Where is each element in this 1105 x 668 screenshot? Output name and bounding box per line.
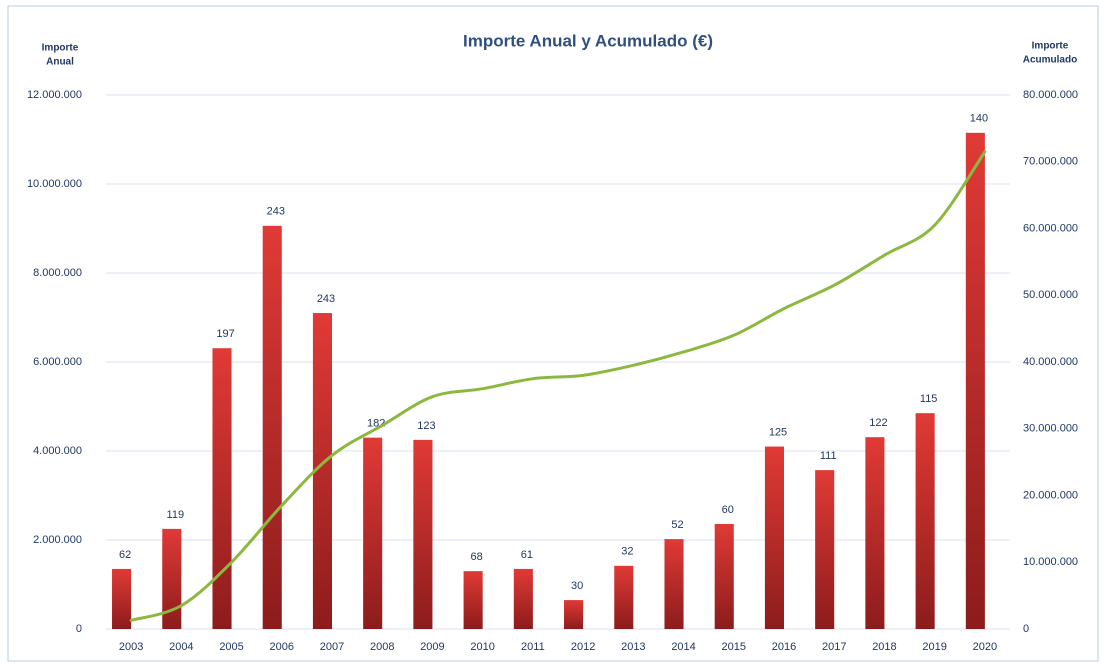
bar [614,565,634,629]
y2-tick-label: 60.000.000 [1023,222,1078,234]
bar-label: 125 [769,426,787,438]
bar-label: 115 [920,393,938,405]
y-tick-label: 2.000.000 [33,534,82,546]
x-tick-label: 2009 [420,641,444,653]
bar [162,528,182,629]
x-tick-label: 2008 [370,641,394,653]
bar-label: 60 [722,504,734,516]
chart-title: Importe Anual y Acumulado (€) [463,31,713,50]
x-tick-label: 2020 [973,641,997,653]
x-tick-label: 2005 [219,641,243,653]
bar-label: 119 [167,509,185,521]
x-tick-label: 2019 [922,641,946,653]
y-tick-label: 8.000.000 [33,267,82,279]
bar [865,437,885,629]
bar-label: 122 [869,417,887,429]
y2-tick-label: 0 [1023,623,1029,635]
y2-tick-label: 20.000.000 [1023,489,1078,501]
bar [112,568,132,629]
chart-border [7,5,1099,662]
bar [764,446,784,629]
y-axis-title: Anual [46,57,74,68]
bar [915,413,935,629]
x-tick-label: 2010 [470,641,494,653]
y-tick-label: 6.000.000 [33,356,82,368]
bar [363,437,383,629]
bar [463,571,483,629]
y-axis-title: Importe [42,43,79,54]
bar-label: 140 [970,113,988,125]
y2-tick-label: 30.000.000 [1023,423,1078,435]
cumulative-line [129,150,987,622]
bar-label: 62 [119,549,131,561]
bar [413,439,433,629]
x-tick-label: 2018 [872,641,896,653]
y-tick-label: 10.000.000 [27,178,82,190]
x-tick-label: 2015 [722,641,746,653]
bar [212,348,232,629]
bar-label: 61 [521,549,533,561]
x-tick-label: 2013 [621,641,645,653]
y2-tick-label: 70.000.000 [1023,156,1078,168]
y2-tick-label: 40.000.000 [1023,356,1078,368]
y-tick-label: 0 [76,623,82,635]
bar [714,523,734,629]
x-tick-label: 2014 [671,641,695,653]
x-tick-label: 2012 [571,641,595,653]
bar [965,132,985,629]
x-tick-label: 2004 [169,641,193,653]
y-tick-label: 4.000.000 [33,445,82,457]
bar [513,568,533,629]
bar-label: 32 [621,546,633,558]
y2-tick-label: 10.000.000 [1023,556,1078,568]
bar-label: 197 [216,328,234,340]
bar-label: 52 [671,519,683,531]
x-tick-label: 2006 [270,641,294,653]
bar [262,225,282,629]
bar-label: 243 [317,293,335,305]
x-tick-label: 2016 [772,641,796,653]
x-tick-label: 2011 [521,641,545,653]
y2-tick-label: 80.000.000 [1023,89,1078,101]
bar [564,600,584,629]
x-tick-label: 2003 [119,641,143,653]
bar-label: 68 [471,551,483,563]
y2-tick-label: 50.000.000 [1023,289,1078,301]
bar-label: 111 [820,450,837,462]
x-tick-label: 2007 [320,641,344,653]
bar-label: 123 [417,420,435,432]
y2-axis-title: Acumulado [1023,55,1077,66]
bar-label: 30 [571,580,583,592]
bar [312,313,332,629]
y-tick-label: 12.000.000 [27,89,82,101]
bar-label: 243 [267,206,285,218]
bar [664,539,684,629]
bar [815,470,835,629]
x-tick-label: 2017 [822,641,846,653]
y2-axis-title: Importe [1032,41,1069,52]
